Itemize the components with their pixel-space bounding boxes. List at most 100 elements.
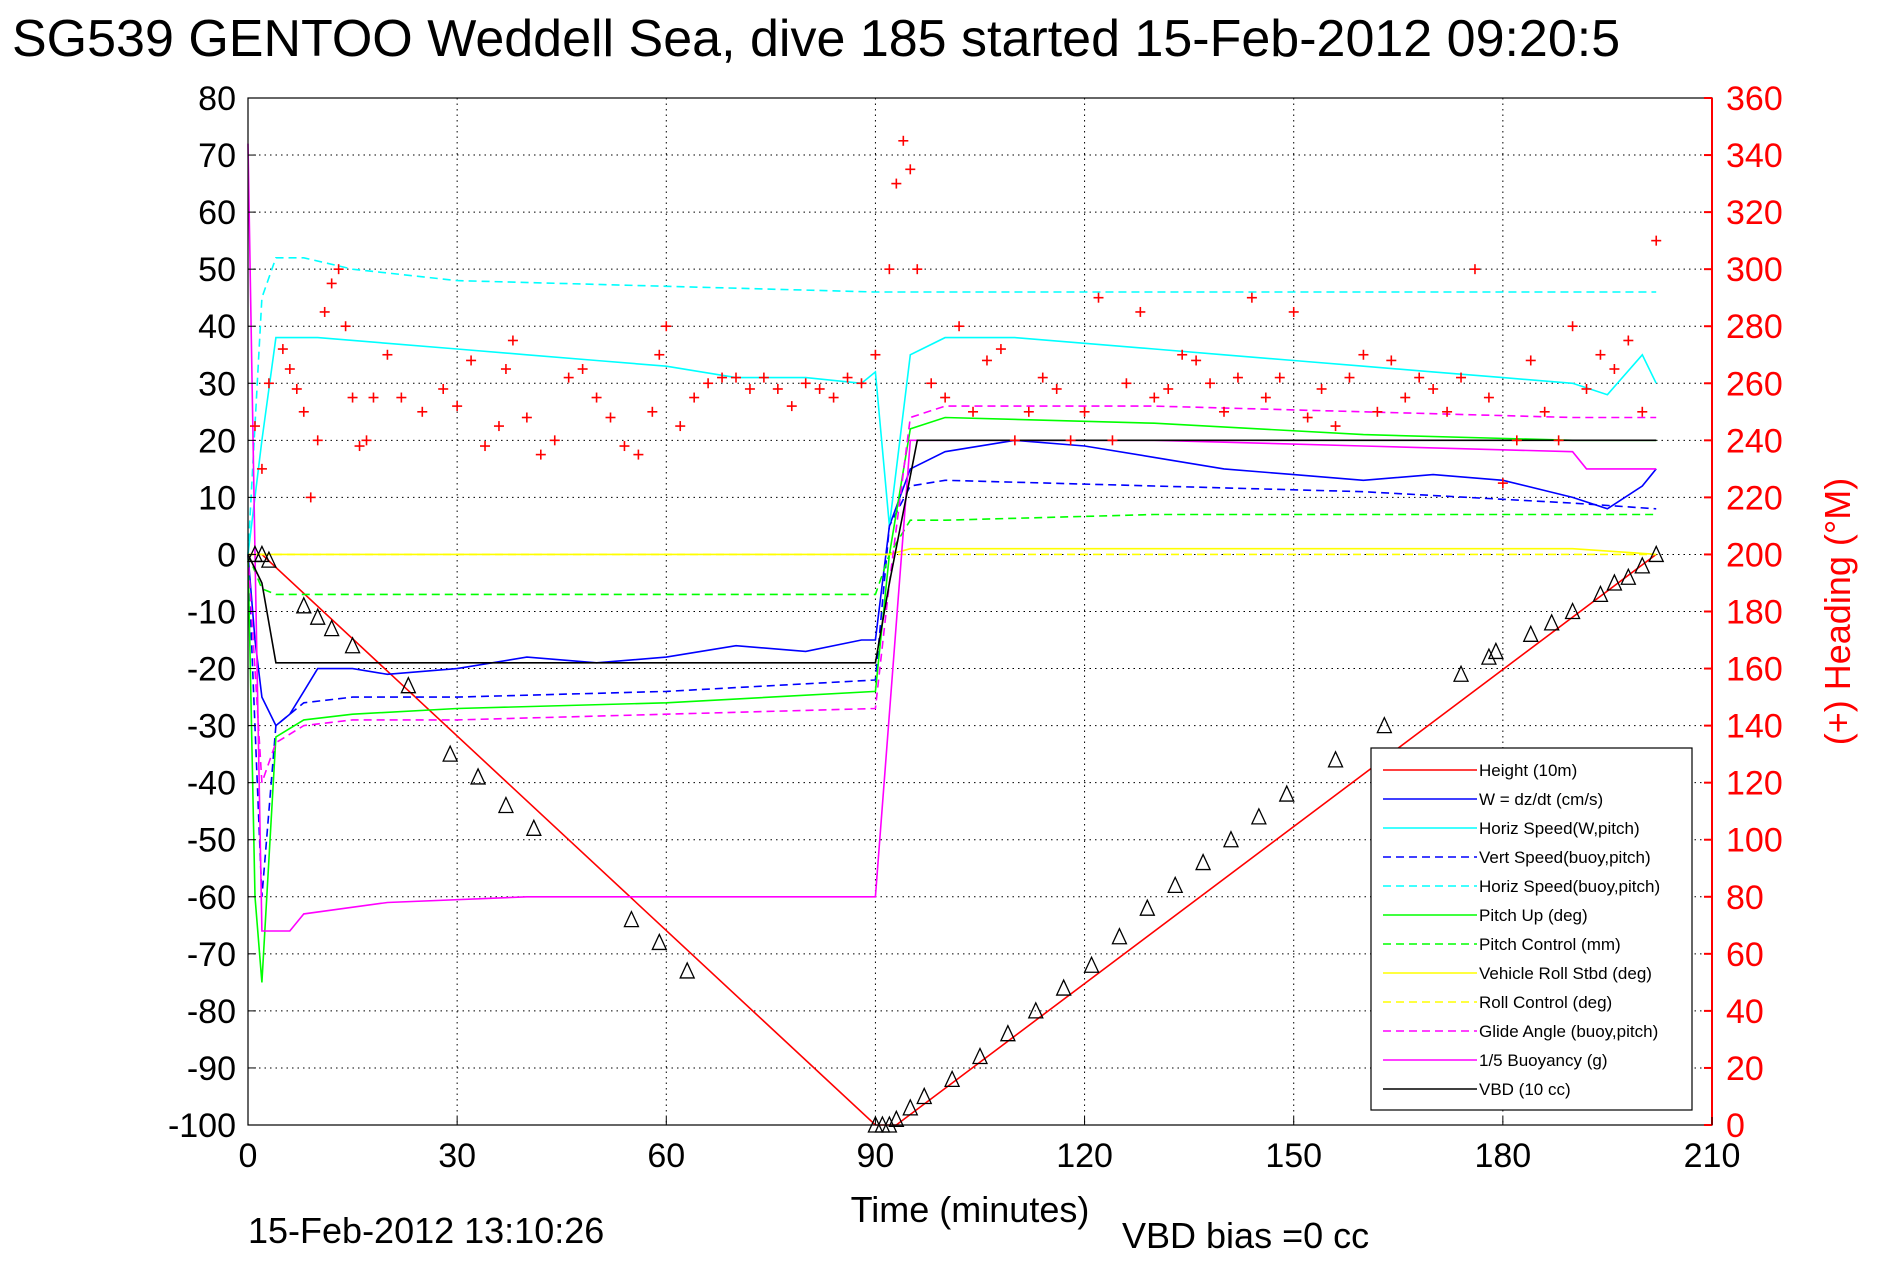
heading-marker — [1107, 435, 1118, 446]
heading-marker — [493, 421, 504, 432]
vbd-marker — [1083, 955, 1100, 973]
heading-marker — [940, 392, 951, 403]
vbd-marker — [1055, 978, 1072, 996]
heading-markers — [249, 135, 1662, 503]
right-tick-label: 0 — [1726, 1107, 1745, 1145]
legend-label-2: Horiz Speed(W,pitch) — [1479, 819, 1640, 838]
heading-marker — [500, 364, 511, 375]
bottom-tick-label: 120 — [1056, 1137, 1113, 1175]
heading-marker — [1539, 406, 1550, 417]
vbd-marker — [1327, 750, 1344, 768]
left-tick-label: -100 — [168, 1107, 236, 1145]
heading-marker — [633, 449, 644, 460]
heading-marker — [1163, 383, 1174, 394]
vbd-marker — [1222, 830, 1239, 848]
vbd-marker — [916, 1086, 933, 1105]
vbd-marker — [295, 596, 312, 614]
vbd-marker — [1634, 556, 1651, 574]
vbd-marker — [344, 636, 361, 654]
series-line-6 — [247, 513, 1657, 596]
vbd-marker — [679, 961, 696, 979]
vbd-marker — [1487, 641, 1504, 660]
left-tick-label: -10 — [187, 594, 236, 632]
heading-marker — [382, 349, 393, 360]
vbd-marker — [1620, 567, 1637, 585]
right-tick-label: 20 — [1726, 1050, 1764, 1088]
heading-marker — [333, 264, 344, 275]
left-tick-label: -80 — [187, 993, 236, 1031]
right-tick-label: 320 — [1726, 194, 1783, 232]
heading-marker — [1260, 392, 1271, 403]
vbd-marker — [525, 818, 542, 836]
heading-marker — [926, 378, 937, 389]
bottom-tick-label: 150 — [1265, 1137, 1322, 1175]
right-tick-label: 60 — [1726, 936, 1764, 974]
legend-label-6: Pitch Control (mm) — [1479, 935, 1621, 954]
heading-marker — [1023, 406, 1034, 417]
bottom-tick-label: 210 — [1684, 1137, 1741, 1175]
legend-label-9: Glide Angle (buoy,pitch) — [1479, 1022, 1658, 1041]
vbd-marker — [323, 619, 340, 637]
heading-marker — [786, 401, 797, 412]
heading-marker — [256, 463, 267, 474]
heading-marker — [368, 392, 379, 403]
vbd-marker — [888, 1109, 905, 1127]
heading-marker — [1191, 355, 1202, 366]
heading-marker — [1302, 412, 1313, 423]
heading-marker — [842, 372, 853, 383]
heading-marker — [689, 392, 700, 403]
heading-marker — [452, 401, 463, 412]
heading-marker — [772, 383, 783, 394]
heading-marker — [249, 421, 260, 432]
heading-marker — [1205, 378, 1216, 389]
vbd-marker — [1480, 647, 1497, 665]
heading-marker — [800, 378, 811, 389]
right-tick-label: 40 — [1726, 993, 1764, 1031]
left-tick-label: 30 — [198, 365, 236, 403]
vbd-marker — [442, 744, 459, 762]
footer-vbd-bias: VBD bias =0 cc — [1122, 1215, 1369, 1256]
heading-marker — [898, 135, 909, 146]
heading-marker — [814, 383, 825, 394]
heading-marker — [703, 378, 714, 389]
right-tick-label: 180 — [1726, 594, 1783, 632]
heading-marker — [438, 383, 449, 394]
vbd-marker — [1195, 853, 1212, 871]
bottom-tick-label: 180 — [1474, 1137, 1531, 1175]
bottom-tick-label: 60 — [647, 1137, 685, 1175]
heading-marker — [654, 349, 665, 360]
heading-marker — [1483, 392, 1494, 403]
heading-marker — [1344, 372, 1355, 383]
heading-marker — [284, 364, 295, 375]
legend-label-1: W = dz/dt (cm/s) — [1479, 790, 1603, 809]
heading-marker — [758, 372, 769, 383]
vbd-marker — [971, 1046, 989, 1065]
heading-marker — [263, 378, 274, 389]
heading-marker — [1567, 321, 1578, 332]
series-line-9 — [247, 405, 1657, 783]
x-axis: 0 30 60 90 120 150 180 210 — [239, 1117, 1741, 1175]
vbd-marker — [1376, 716, 1393, 734]
right-tick-label: 260 — [1726, 365, 1783, 403]
vbd-marker — [470, 767, 487, 785]
heading-marker — [1511, 435, 1522, 446]
heading-marker — [1135, 306, 1146, 317]
heading-marker — [1400, 392, 1411, 403]
heading-marker — [298, 406, 309, 417]
bottom-tick-label: 90 — [857, 1137, 895, 1175]
heading-marker — [954, 321, 965, 332]
right-tick-label: 140 — [1726, 708, 1783, 746]
heading-marker — [856, 378, 867, 389]
heading-marker — [891, 178, 902, 189]
heading-marker — [717, 372, 728, 383]
heading-marker — [1274, 372, 1285, 383]
heading-marker — [1623, 335, 1634, 346]
x-axis-label: Time (minutes) — [851, 1189, 1090, 1230]
vbd-marker — [1250, 807, 1267, 825]
heading-marker — [1288, 306, 1299, 317]
heading-marker — [563, 372, 574, 383]
bottom-tick-label: 30 — [438, 1137, 476, 1175]
heading-marker — [507, 335, 518, 346]
heading-marker — [1219, 406, 1229, 417]
series-line-11 — [247, 439, 1657, 664]
